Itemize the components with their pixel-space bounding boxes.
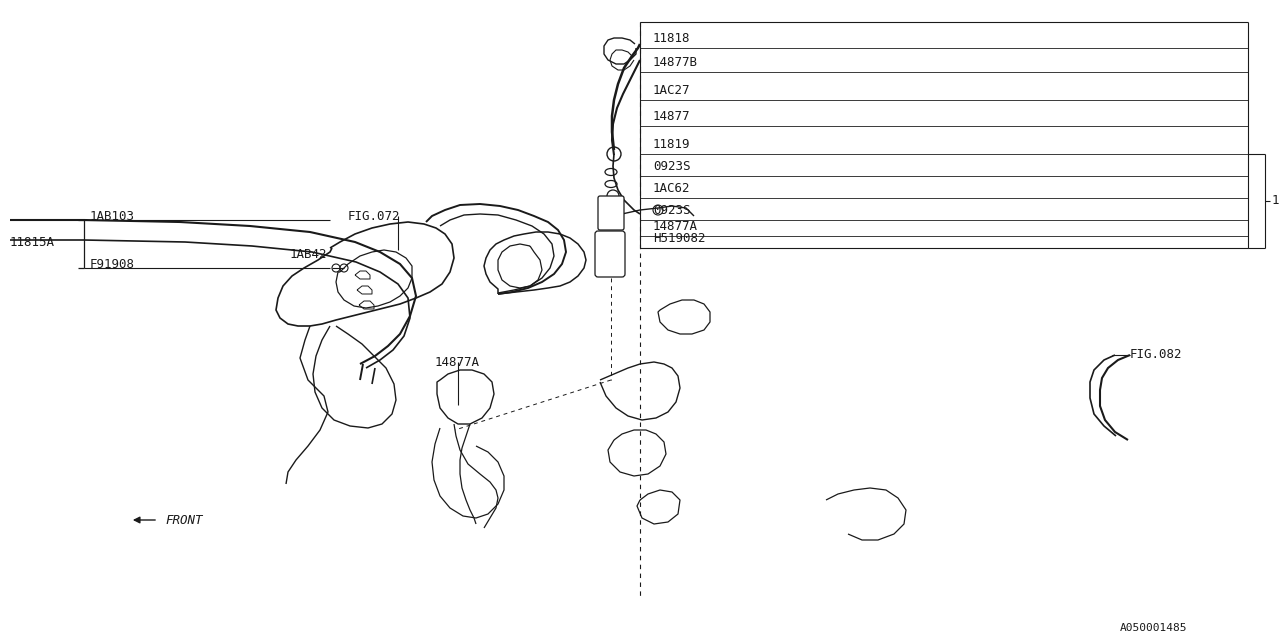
Text: 11819: 11819 — [653, 138, 690, 150]
Text: FRONT: FRONT — [165, 513, 202, 527]
Text: H519082: H519082 — [653, 232, 705, 244]
Text: 14877: 14877 — [653, 109, 690, 122]
Text: 11815: 11815 — [1272, 195, 1280, 207]
Text: 0923S: 0923S — [653, 159, 690, 173]
Text: 14877A: 14877A — [653, 220, 698, 232]
Text: 11818: 11818 — [653, 31, 690, 45]
Text: FIG.082: FIG.082 — [1130, 349, 1183, 362]
FancyBboxPatch shape — [595, 231, 625, 277]
Text: 1AC27: 1AC27 — [653, 83, 690, 97]
Text: FIG.072: FIG.072 — [348, 209, 401, 223]
Text: 14877B: 14877B — [653, 56, 698, 68]
Text: 11815A: 11815A — [10, 237, 55, 250]
Text: 0923S: 0923S — [653, 204, 690, 216]
Text: 1AC62: 1AC62 — [653, 182, 690, 195]
Text: 14877A: 14877A — [435, 355, 480, 369]
FancyBboxPatch shape — [598, 196, 625, 230]
Text: 1AB103: 1AB103 — [90, 211, 134, 223]
Text: F91908: F91908 — [90, 259, 134, 271]
Text: 1AB42: 1AB42 — [291, 248, 328, 262]
Text: A050001485: A050001485 — [1120, 623, 1188, 633]
